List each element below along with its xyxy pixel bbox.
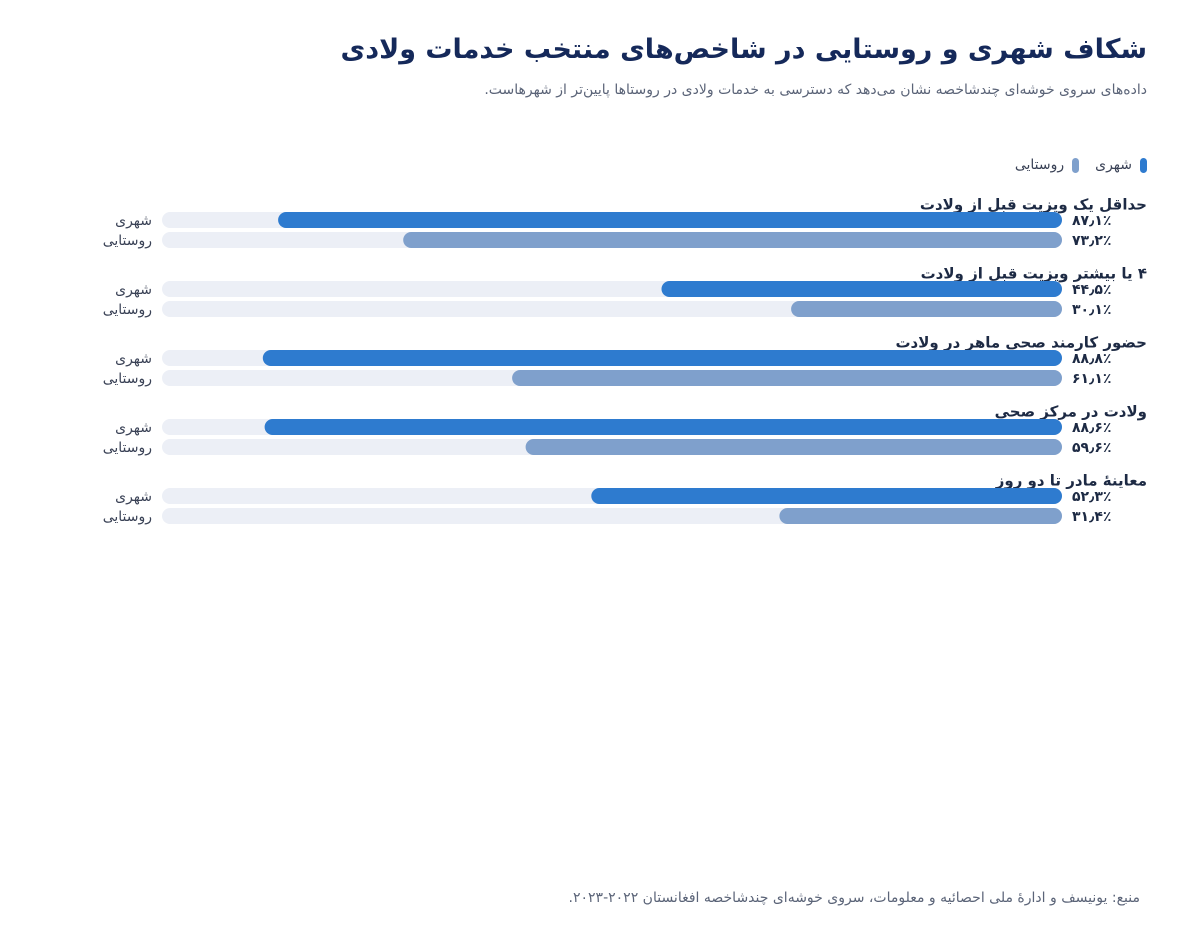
indicator-label: ۴ یا بیشتر ویزیت قبل از ولادت [921,265,1147,283]
bar-rural [791,301,1062,317]
chart-subtitle: داده‌های سروی خوشه‌ای چندشاخصه نشان می‌د… [484,82,1147,98]
value-label-urban: ۵۲٫۳٪ [1072,489,1111,505]
source-note: منبع: یونیسف و ادارهٔ ملی احصائیه و معلو… [568,890,1140,906]
bar-urban [278,212,1063,228]
series-label-urban: شهری [115,351,152,367]
value-label-rural: ۵۹٫۶٪ [1072,440,1111,456]
legend-label-urban: شهری [1095,157,1132,173]
value-label-rural: ۶۱٫۱٪ [1072,371,1111,387]
bar-rural [525,439,1062,455]
value-label-rural: ۳۰٫۱٪ [1072,302,1111,318]
legend-swatch-urban [1140,157,1147,173]
legend-swatch-rural [1072,157,1080,173]
value-label-urban: ۴۴٫۵٪ [1072,282,1111,298]
value-label-rural: ۷۳٫۲٪ [1072,233,1111,249]
indicator-label: حضور کارمند صحی ماهر در ولادت [895,334,1147,352]
series-label-rural: روستایی [103,440,152,456]
indicator-label: حداقل یک ویزیت قبل از ولادت [920,196,1147,214]
bar-urban [591,488,1062,504]
series-label-urban: شهری [115,420,152,436]
legend: شهری روستایی [1015,157,1147,173]
series-label-rural: روستایی [103,302,152,318]
series-label-rural: روستایی [103,371,152,387]
series-label-rural: روستایی [103,233,152,249]
series-label-urban: شهری [115,489,152,505]
value-label-rural: ۳۱٫۴٪ [1072,509,1111,525]
chart-title: شکاف شهری و روستایی در شاخص‌های منتخب خد… [340,34,1147,65]
bar-rural [779,508,1062,524]
value-label-urban: ۸۷٫۱٪ [1072,213,1111,229]
legend-item-urban: شهری [1095,157,1147,173]
bar-rural [512,370,1062,386]
series-label-urban: شهری [115,213,152,229]
series-label-urban: شهری [115,282,152,298]
bar-urban [661,281,1062,297]
legend-item-rural: روستایی [1014,157,1080,173]
bar-urban [262,350,1062,366]
legend-label-rural: روستایی [1014,157,1065,173]
indicator-label: ولادت در مرکز صحی [995,403,1147,421]
bar-rural [403,232,1062,248]
bar-urban [264,419,1063,435]
value-label-urban: ۸۸٫۶٪ [1072,420,1111,436]
indicator-label: معاینهٔ مادر تا دو روز [995,472,1147,490]
series-label-rural: روستایی [103,509,152,525]
value-label-urban: ۸۸٫۸٪ [1072,351,1111,367]
